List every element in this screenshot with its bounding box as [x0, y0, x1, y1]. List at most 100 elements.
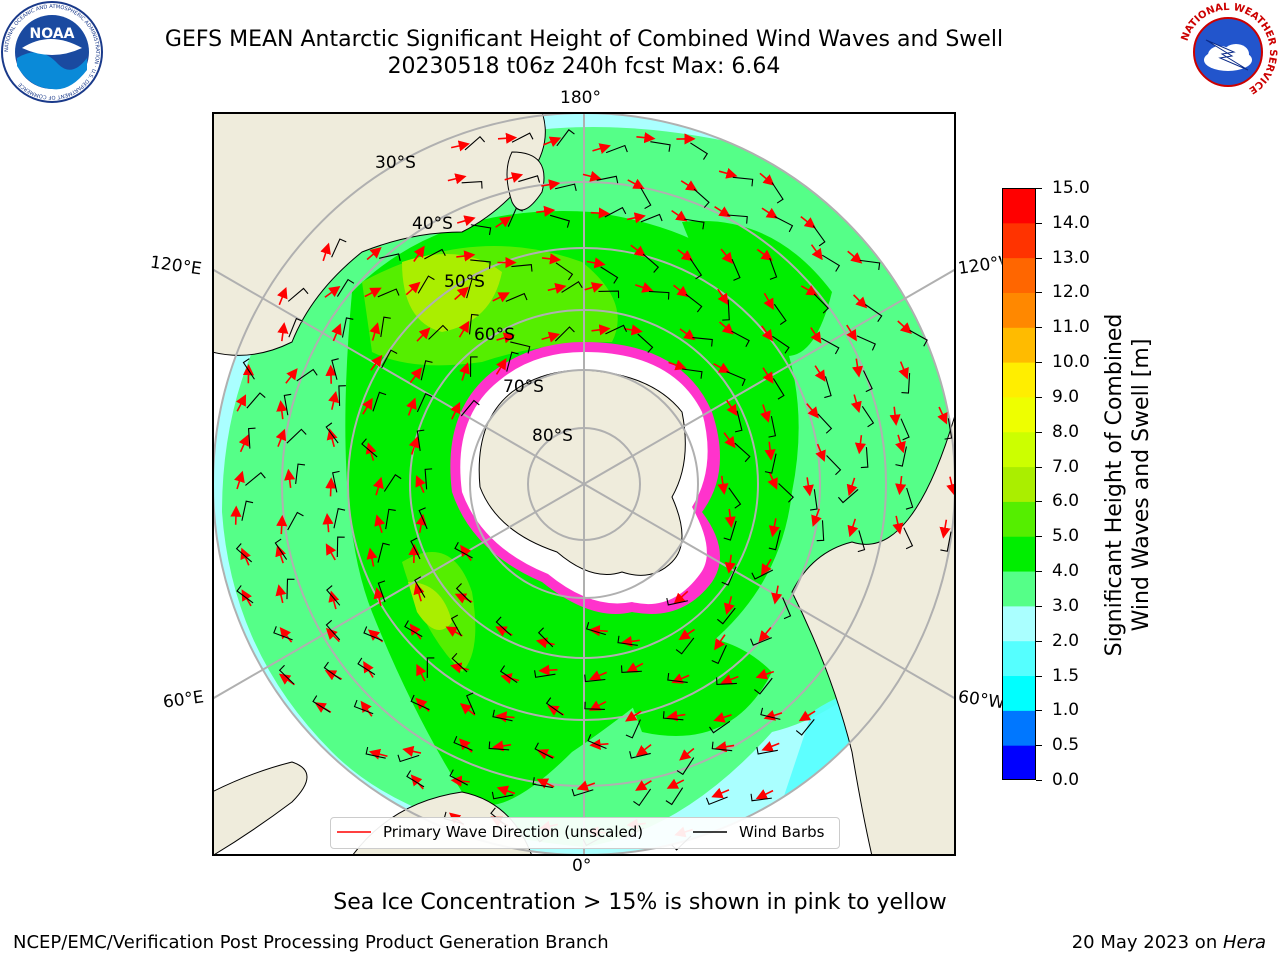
wave-arrow [680, 180, 698, 191]
wind-barb [640, 187, 652, 210]
wind-barb [288, 317, 304, 338]
wave-arrow [320, 242, 331, 262]
wind-barb [750, 637, 772, 646]
colorbar-tick-mark [1036, 536, 1042, 538]
wind-barb [455, 583, 472, 603]
colorbar-tick-label: 5.0 [1052, 526, 1080, 547]
wind-barb [507, 207, 523, 227]
colorbar-segment [1002, 362, 1036, 398]
wave-arrow [798, 710, 816, 722]
wind-barb [642, 253, 660, 273]
wind-barb [505, 292, 528, 302]
colorbar-tick-label: 1.5 [1052, 665, 1080, 686]
wave-arrow [276, 514, 288, 535]
wind-barb [617, 635, 638, 646]
wind-barb [731, 330, 750, 348]
colorbar-tick-mark [1036, 188, 1042, 189]
colorbar-segment [1002, 571, 1036, 607]
wave-arrow [538, 664, 558, 676]
wind-barb [716, 677, 737, 685]
wave-arrow [541, 331, 561, 343]
wave-arrow [592, 143, 611, 154]
colorbar-segment [1002, 536, 1036, 572]
wave-arrow [755, 789, 774, 800]
wave-arrow [413, 245, 425, 262]
wave-arrow [763, 292, 774, 311]
wave-arrow [402, 745, 422, 757]
wind-barb [690, 142, 709, 160]
lon-label-60w: 60°W [956, 687, 1004, 713]
colorbar-tick-label: 6.0 [1052, 491, 1080, 512]
wave-arrow [495, 711, 515, 723]
wind-barb [274, 538, 288, 560]
wave-arrow [892, 515, 904, 535]
wind-barb [810, 489, 818, 511]
noaa-logo-text: NOAA [30, 26, 75, 42]
colorbar-tick-mark [1036, 571, 1042, 573]
wave-arrow [459, 362, 470, 381]
wave-arrow [810, 244, 823, 261]
wind-barb [424, 468, 433, 490]
wave-arrow [713, 712, 732, 723]
wind-barb [675, 637, 695, 655]
wave-arrow [755, 668, 775, 680]
wave-arrow [673, 590, 689, 605]
wind-barb [676, 757, 695, 776]
graticule [213, 113, 955, 855]
wind-barb [325, 422, 339, 444]
wave-arrow [582, 170, 602, 182]
wave-arrow [713, 362, 731, 374]
wave-arrow [889, 406, 901, 426]
wave-arrow [590, 207, 610, 219]
wave-arrow [939, 519, 951, 539]
wind-barb [365, 746, 386, 759]
wave-arrow [668, 359, 687, 371]
lat-label-70s: 70°S [503, 377, 544, 397]
wave-arrow [623, 324, 643, 336]
wave-arrow [541, 253, 562, 265]
colorbar-tick-label: 10.0 [1052, 352, 1090, 373]
wind-barb [820, 337, 840, 355]
wind-barb [620, 665, 642, 673]
colorbar-tick-label: 0.5 [1052, 735, 1080, 756]
wave-arrow [810, 327, 822, 344]
wind-barb [235, 543, 253, 563]
wind-barb [684, 218, 705, 230]
wind-barb [246, 392, 266, 409]
colorbar-segment [1002, 292, 1036, 328]
wind-barb [295, 463, 306, 484]
wind-barb [585, 622, 606, 636]
wave-arrow [762, 367, 774, 384]
wind-barb [711, 645, 727, 665]
colorbar-tick-label: 3.0 [1052, 595, 1080, 616]
colorbar-segment [1002, 745, 1036, 780]
wind-barb [331, 238, 347, 258]
wind-barb [605, 324, 628, 335]
wind-barb [545, 697, 564, 716]
wave-arrow [589, 700, 607, 711]
wave-arrow [671, 209, 688, 222]
wind-barb [511, 264, 533, 272]
wave-arrow [275, 428, 287, 447]
wind-barb [245, 471, 266, 486]
lon-label-120e: 120°E [148, 252, 203, 280]
lon-label-180: 180° [560, 88, 601, 108]
wave-arrow [946, 476, 955, 496]
wave-arrow [760, 404, 771, 423]
wind-barb [771, 182, 784, 204]
colorbar-tick-mark [1036, 396, 1042, 398]
footer-date: 20 May 2023 on Hera [1072, 932, 1266, 953]
madagascar [213, 761, 308, 855]
wind-barb [944, 418, 953, 440]
wind-barb [837, 489, 859, 504]
wave-arrow [852, 294, 868, 309]
wave-arrow [717, 288, 729, 306]
wind-barb [379, 253, 401, 261]
colorbar-tick-mark [1036, 675, 1042, 677]
wind-barb [857, 530, 866, 553]
wind-barb [469, 356, 478, 377]
wave-arrow [369, 322, 381, 341]
wind-barb [734, 410, 743, 433]
wind-barb [760, 707, 781, 720]
wave-arrow [759, 172, 775, 186]
